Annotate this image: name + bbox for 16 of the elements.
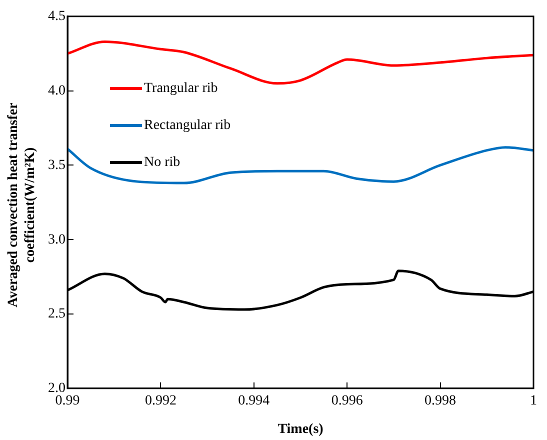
x-tick-label: 1 <box>530 393 537 408</box>
x-axis-title: Time(s) <box>278 422 324 438</box>
y-tick-label: 4.5 <box>48 9 66 24</box>
legend-label: Trangular rib <box>144 80 218 96</box>
x-tick-label: 0.994 <box>238 393 270 408</box>
line-series <box>68 146 534 184</box>
legend-label: No rib <box>144 154 180 170</box>
y-tick-label: 2.5 <box>48 306 66 322</box>
y-tick-label: 4.0 <box>48 83 66 98</box>
x-tick-label: 0.998 <box>424 393 456 408</box>
y-tick-label: 3.5 <box>48 158 66 173</box>
x-tick-label: 0.996 <box>331 393 363 408</box>
y-tick-label: 3.0 <box>48 232 66 248</box>
y-axis-title: Averaged convection heat transfer coefficient(W/m²K) <box>5 102 39 310</box>
x-tick-label: 0.992 <box>144 393 176 408</box>
legend-label: Rectangular rib <box>144 118 231 134</box>
